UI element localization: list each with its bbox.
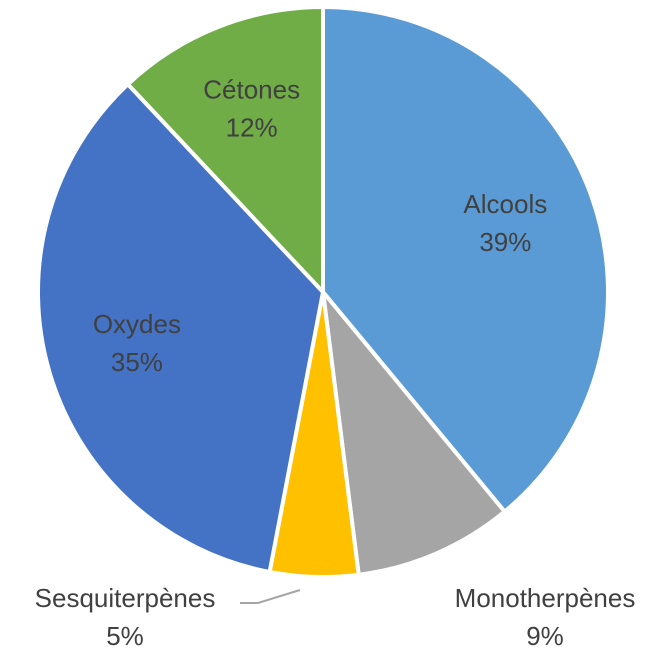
slice-label: Oxydes <box>93 309 181 339</box>
slice-value-label: 5% <box>106 621 144 651</box>
pie-slice <box>321 5 610 514</box>
slice-label: Cétones <box>203 75 300 105</box>
slice-label: Sesquiterpènes <box>35 583 216 613</box>
slice-label: Alcools <box>463 189 547 219</box>
pie-slice <box>125 5 325 294</box>
slice-value-label: 39% <box>479 227 531 257</box>
slice-label: Monotherpènes <box>455 583 636 613</box>
pie-slice <box>36 82 325 574</box>
slice-value-label: 9% <box>526 621 564 651</box>
leader-line <box>240 589 301 604</box>
slice-value-label: 35% <box>111 347 163 377</box>
slice-value-label: 12% <box>226 113 278 143</box>
pie-slice <box>321 290 507 577</box>
